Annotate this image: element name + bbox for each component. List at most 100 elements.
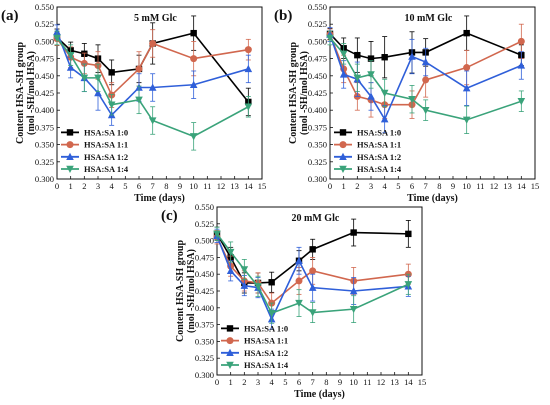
- data-point: [367, 71, 375, 79]
- legend-label: HSA:SA 1:1: [357, 140, 401, 150]
- legend-label: HSA:SA 1:2: [357, 152, 401, 162]
- legend: HSA:SA 1:0 HSA:SA 1:1 HSA:SA 1:2 HSA:SA 1:4: [61, 127, 129, 174]
- y-tick-label: 0.325: [35, 157, 54, 167]
- legend-marker: [339, 152, 347, 160]
- data-point: [213, 230, 221, 238]
- data-point: [462, 84, 471, 92]
- data-point: [268, 279, 275, 286]
- x-tick-label: 6: [297, 377, 301, 387]
- legend: HSA:SA 1:0 HSA:SA 1:1 HSA:SA 1:2 HSA:SA 1:4: [334, 127, 402, 174]
- legend-label: HSA:SA 1:1: [244, 336, 288, 346]
- x-tick-label: 8: [324, 377, 328, 387]
- legend-marker: [66, 165, 74, 173]
- data-point: [189, 80, 198, 88]
- data-point: [463, 29, 470, 37]
- data-point: [295, 256, 303, 264]
- data-point: [353, 74, 362, 82]
- legend-marker: [66, 141, 74, 149]
- data-point: [309, 246, 316, 253]
- x-tick-label: 0: [328, 181, 332, 191]
- legend-label: HSA:SA 1:2: [244, 348, 288, 358]
- data-point: [80, 74, 89, 82]
- x-tick-label: 7: [424, 181, 428, 191]
- legend-label: HSA:SA 1:2: [84, 152, 128, 162]
- y-tick-label: 0.550: [195, 202, 214, 212]
- y-tick-label: 0.375: [308, 122, 327, 132]
- data-point: [267, 309, 276, 318]
- data-point: [66, 63, 75, 71]
- legend-marker: [226, 337, 234, 345]
- x-tick-label: 6: [137, 181, 141, 191]
- x-tick-label: 4: [383, 181, 388, 191]
- y-tick-label: 0.425: [35, 88, 54, 98]
- x-tick-label: 7: [151, 181, 155, 191]
- x-tick-label: 4: [270, 377, 275, 387]
- x-tick-label: 10: [462, 181, 471, 191]
- x-tick-label: 1: [229, 377, 233, 387]
- data-point: [380, 115, 389, 123]
- panel-title: 5 mM Glc: [134, 13, 177, 24]
- series-4: [213, 226, 413, 324]
- data-point: [367, 92, 375, 100]
- data-point: [349, 305, 358, 314]
- data-point: [244, 64, 253, 73]
- data-point: [326, 34, 334, 42]
- y-tick-label: 0.300: [308, 174, 327, 184]
- data-point: [421, 107, 430, 115]
- x-tick-label: 15: [418, 377, 427, 387]
- data-point: [517, 37, 525, 45]
- x-tick-label: 12: [490, 181, 499, 191]
- y-tick-label: 0.475: [35, 54, 54, 64]
- x-tick-label: 14: [244, 181, 253, 191]
- legend-marker: [226, 361, 234, 369]
- data-point: [190, 55, 198, 63]
- data-point: [66, 51, 75, 60]
- data-point: [350, 229, 357, 236]
- x-tick-label: 12: [377, 377, 386, 387]
- legend-label: HSA:SA 1:0: [244, 323, 288, 333]
- data-point: [94, 74, 102, 82]
- x-tick-label: 13: [390, 377, 399, 387]
- x-tick-label: 9: [451, 181, 455, 191]
- y-tick-label: 0.525: [35, 19, 54, 29]
- y-tick-label: 0.300: [195, 370, 214, 380]
- data-point: [148, 117, 157, 125]
- x-tick-label: 9: [178, 181, 182, 191]
- y-tick-label: 0.350: [35, 140, 54, 150]
- x-tick-label: 8: [437, 181, 441, 191]
- y-axis-subtitle: (mol -SH/mol HSA): [299, 51, 310, 135]
- series-4: [326, 30, 526, 134]
- chart-panel-2: 0.300 0.325 0.350 0.375 0.400 0.425 0.450 0.475…: [274, 2, 539, 204]
- data-point: [404, 281, 413, 289]
- data-point: [308, 283, 317, 291]
- x-tick-label: 11: [203, 181, 211, 191]
- x-tick-label: 0: [215, 377, 219, 387]
- y-tick-label: 0.525: [195, 219, 214, 229]
- x-tick-label: 5: [396, 181, 400, 191]
- x-tick-label: 13: [230, 181, 239, 191]
- data-point: [517, 98, 526, 106]
- data-point: [295, 277, 303, 285]
- y-tick-label: 0.350: [195, 336, 214, 346]
- data-point: [254, 283, 262, 291]
- data-point: [135, 65, 143, 73]
- panel-title: 20 mM Glc: [292, 213, 340, 224]
- data-point: [421, 58, 430, 66]
- data-point: [354, 51, 361, 59]
- legend-label: HSA:SA 1:4: [357, 164, 402, 174]
- y-tick-label: 0.450: [35, 71, 54, 81]
- data-point: [405, 230, 412, 238]
- legend-label: HSA:SA 1:4: [84, 164, 129, 174]
- data-point: [53, 34, 61, 42]
- panel-label: (b): [274, 8, 292, 24]
- y-tick-label: 0.525: [308, 19, 327, 29]
- y-axis-subtitle: (mol -SH/mol HSA): [186, 249, 197, 333]
- data-point: [309, 267, 317, 275]
- y-tick-label: 0.300: [35, 174, 54, 184]
- y-tick-label: 0.325: [195, 353, 214, 363]
- data-point: [80, 59, 88, 67]
- x-tick-label: 3: [256, 377, 260, 387]
- data-point: [380, 89, 389, 97]
- y-tick-label: 0.550: [308, 2, 327, 12]
- legend-marker: [66, 152, 74, 160]
